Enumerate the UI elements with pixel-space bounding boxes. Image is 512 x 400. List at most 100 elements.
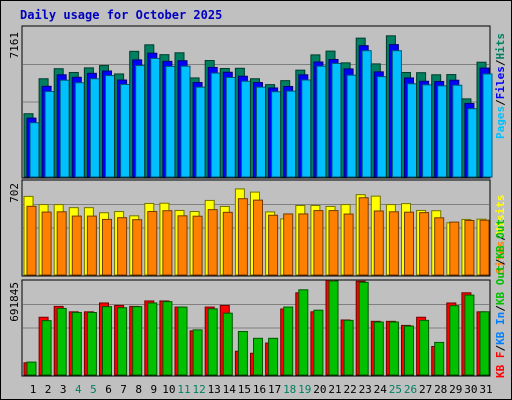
bar-top-pages-day-7 — [120, 83, 131, 178]
bar-bot-kb-out-day-17 — [268, 337, 279, 376]
bar-mid-sites-day-29 — [449, 221, 460, 276]
bar-top-pages-day-25 — [391, 50, 402, 178]
bar-mid-sites-day-27 — [419, 212, 430, 276]
bar-top-pages-day-9 — [150, 57, 161, 178]
bar-bot-kb-out-day-10 — [162, 301, 173, 376]
x-tick-label: 18 — [283, 383, 296, 396]
bar-mid-sites-day-25 — [388, 211, 399, 276]
bar-top-pages-day-14 — [225, 77, 236, 178]
bar-mid-sites-day-21 — [328, 210, 339, 276]
bar-mid-sites-day-26 — [404, 211, 414, 276]
x-tick-label: 21 — [328, 383, 341, 396]
bar-mid-sites-day-14 — [222, 211, 233, 276]
ymax-label-top: 7161 — [8, 32, 21, 59]
bar-top-pages-day-31 — [482, 73, 493, 178]
x-tick-label: 29 — [449, 383, 462, 396]
bar-bot-kb-out-day-11 — [177, 306, 188, 376]
bar-bot-kb-out-day-8 — [132, 306, 143, 376]
legend-mid: Sites/Visits — [494, 195, 507, 275]
bar-bot-kb-out-day-1 — [26, 361, 37, 376]
bar-mid-sites-day-4 — [71, 215, 82, 276]
bar-top-pages-day-23 — [361, 50, 372, 178]
bar-bot-kb-out-day-28 — [434, 341, 445, 376]
ymax-label-mid: 702 — [8, 183, 21, 203]
bar-bot-kb-out-day-7 — [117, 307, 128, 376]
legend-bot: KB F/KB In/KB Out/KB Out — [494, 219, 507, 378]
bar-top-pages-day-6 — [105, 75, 115, 178]
bar-top-pages-day-18 — [286, 90, 297, 178]
bar-bot-kb-out-day-26 — [404, 325, 414, 376]
bar-bot-kb-out-day-21 — [328, 280, 339, 376]
x-tick-label: 8 — [135, 383, 142, 396]
bar-mid-sites-day-9 — [147, 211, 158, 276]
x-tick-label: 3 — [60, 383, 67, 396]
bar-top-pages-day-24 — [376, 76, 387, 178]
bar-bot-kb-out-day-20 — [313, 309, 324, 376]
bar-top-pages-day-3 — [59, 79, 70, 178]
bar-mid-sites-day-18 — [283, 213, 294, 276]
bar-mid-sites-day-20 — [313, 210, 324, 276]
bar-top-pages-day-20 — [316, 65, 327, 178]
bar-top-pages-day-17 — [271, 91, 282, 178]
bar-mid-sites-day-17 — [268, 214, 279, 276]
bar-mid-sites-day-31 — [479, 219, 490, 276]
bar-top-pages-day-4 — [74, 82, 85, 178]
x-tick-label: 16 — [253, 383, 266, 396]
x-tick-label: 6 — [105, 383, 112, 396]
bar-mid-sites-day-6 — [102, 218, 112, 276]
ymax-label-bot: 691845 — [8, 282, 21, 322]
bar-top-pages-day-16 — [256, 86, 266, 178]
bar-top-pages-day-5 — [89, 78, 100, 178]
x-tick-label: 7 — [120, 383, 127, 396]
bar-mid-sites-day-16 — [253, 199, 263, 276]
bar-mid-sites-day-24 — [373, 210, 384, 276]
x-tick-label: 31 — [479, 383, 492, 396]
bar-mid-sites-day-10 — [162, 210, 173, 276]
bar-bot-kb-out-day-31 — [479, 311, 490, 376]
bar-bot-kb-out-day-30 — [464, 294, 475, 376]
x-tick-label: 1 — [30, 383, 37, 396]
bar-bot-kb-out-day-5 — [86, 312, 97, 376]
x-tick-label: 14 — [223, 383, 237, 396]
x-tick-label: 28 — [434, 383, 447, 396]
bar-bot-kb-out-day-12 — [192, 329, 203, 376]
bar-bot-kb-out-day-23 — [358, 281, 369, 376]
bar-mid-sites-day-22 — [343, 213, 354, 276]
bar-top-pages-day-19 — [301, 79, 312, 178]
bar-top-pages-day-27 — [422, 84, 433, 178]
bar-top-pages-day-11 — [180, 65, 191, 178]
bar-top-pages-day-12 — [195, 86, 206, 178]
x-tick-label: 11 — [177, 383, 190, 396]
bar-top-pages-day-21 — [331, 62, 342, 178]
bar-bot-kb-out-day-6 — [102, 306, 112, 376]
bar-mid-sites-day-13 — [207, 209, 218, 276]
bar-mid-sites-day-12 — [192, 215, 203, 276]
bar-top-pages-day-22 — [346, 74, 357, 178]
bar-mid-sites-day-2 — [41, 211, 52, 276]
bar-bot-kb-out-day-29 — [449, 305, 460, 376]
bar-bot-kb-out-day-3 — [56, 307, 67, 376]
x-tick-label: 17 — [268, 383, 281, 396]
x-tick-label: 22 — [343, 383, 356, 396]
bar-top-pages-day-15 — [240, 80, 251, 178]
chart-title: Daily usage for October 2025 — [20, 8, 222, 22]
bar-mid-sites-day-1 — [26, 205, 37, 276]
bar-bot-kb-out-day-9 — [147, 302, 158, 376]
x-tick-label: 4 — [75, 383, 82, 396]
bar-mid-sites-day-3 — [56, 211, 67, 276]
x-tick-label: 20 — [313, 383, 326, 396]
bar-bot-kb-out-day-16 — [253, 337, 263, 376]
x-tick-label: 26 — [404, 383, 417, 396]
bar-mid-sites-day-11 — [177, 215, 188, 276]
legend-top: Pages/Files/Hits — [494, 33, 507, 139]
bar-bot-kb-out-day-14 — [222, 312, 233, 376]
bar-bot-kb-out-day-13 — [207, 308, 218, 376]
bar-mid-sites-day-28 — [434, 217, 445, 276]
x-tick-label: 10 — [162, 383, 175, 396]
x-tick-label: 13 — [208, 383, 221, 396]
bar-mid-sites-day-7 — [117, 217, 128, 276]
x-tick-label: 27 — [419, 383, 432, 396]
x-tick-label: 23 — [359, 383, 372, 396]
bar-top-pages-day-8 — [135, 65, 146, 178]
bar-bot-kb-out-day-4 — [71, 312, 82, 376]
